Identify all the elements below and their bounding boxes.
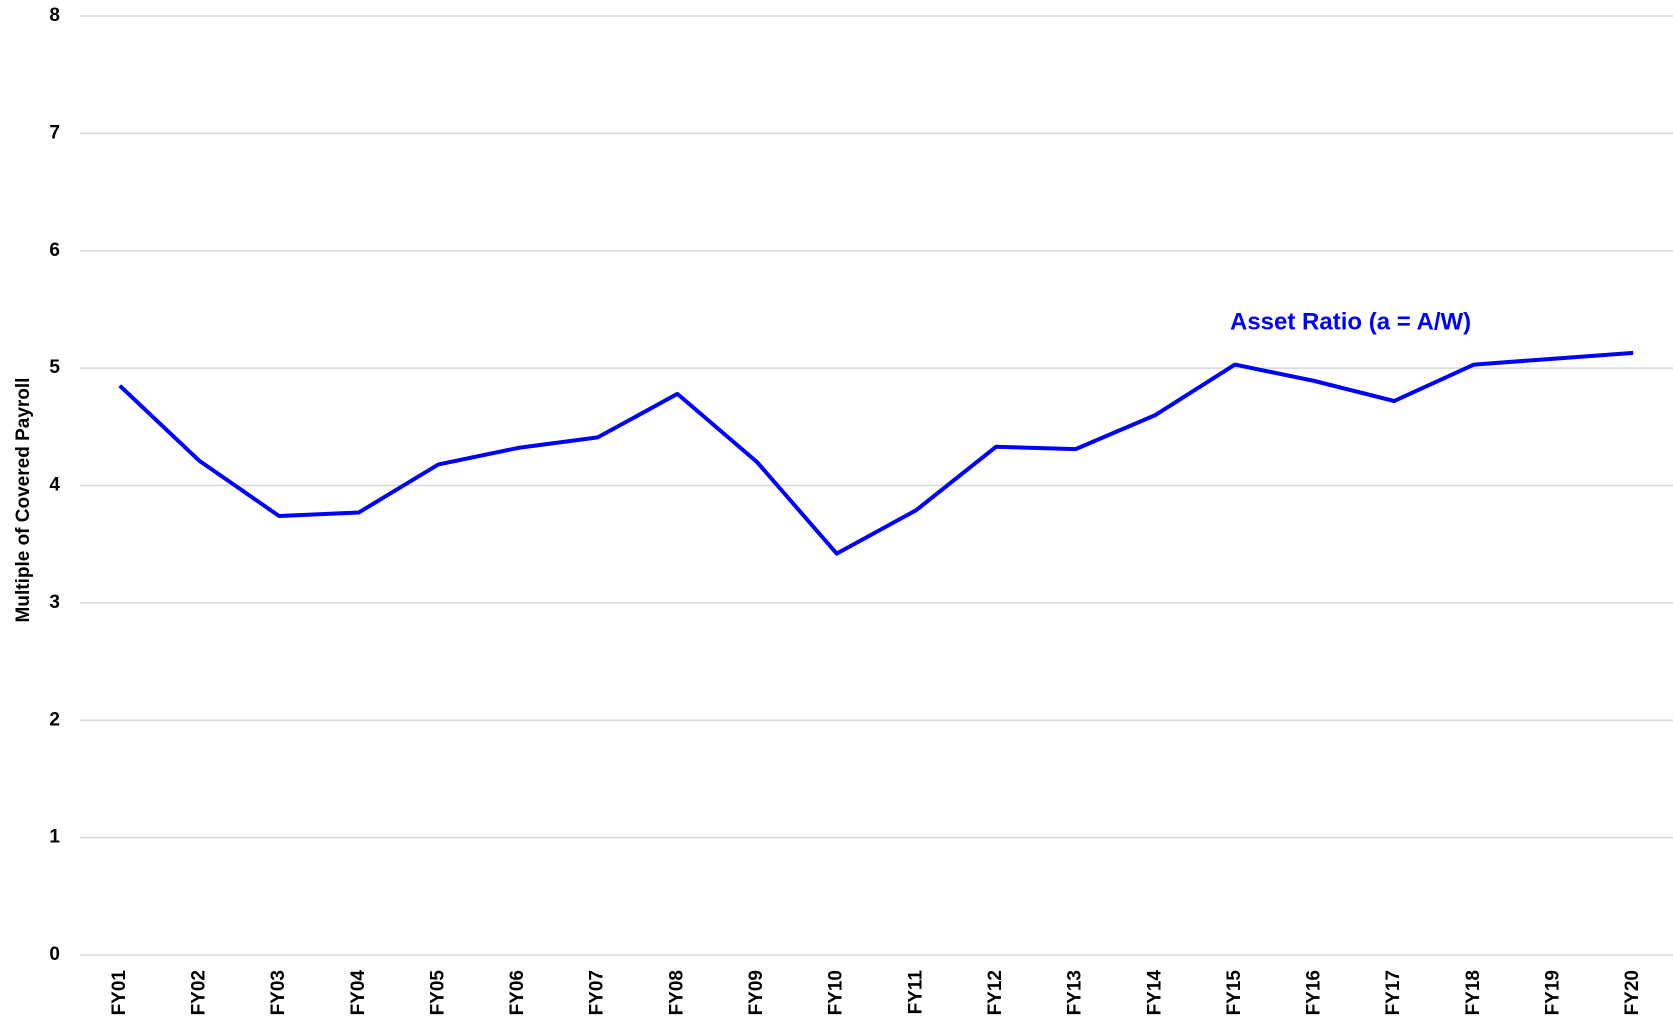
x-tick-label: FY03 — [268, 970, 289, 1015]
y-tick-label: 6 — [49, 240, 60, 261]
y-tick-label: 1 — [49, 827, 60, 848]
line-series — [118, 350, 1634, 556]
x-tick-label: FY11 — [905, 970, 926, 1015]
x-tick-label: FY17 — [1383, 970, 1404, 1015]
x-tick-label: FY10 — [826, 970, 847, 1015]
y-tick-label: 8 — [49, 5, 60, 26]
x-tick-label: FY06 — [507, 970, 528, 1015]
x-tick-label: FY15 — [1224, 970, 1245, 1016]
x-tick-label: FY12 — [985, 970, 1006, 1015]
y-tick-label: 0 — [49, 944, 60, 965]
x-tick-label: FY05 — [427, 970, 448, 1016]
x-tick-label: FY09 — [746, 970, 767, 1015]
y-tick-label: 5 — [49, 357, 60, 378]
y-tick-label: 2 — [49, 709, 60, 730]
x-tick-label: FY14 — [1144, 970, 1165, 1016]
x-tick-label: FY19 — [1543, 970, 1564, 1015]
series-label: Asset Ratio (a = A/W) — [1230, 308, 1471, 335]
y-tick-label: 4 — [49, 475, 60, 496]
x-tick-label: FY16 — [1304, 970, 1325, 1015]
x-tick-label: FY07 — [587, 970, 608, 1015]
y-axis-label: Multiple of Covered Payroll — [13, 378, 34, 623]
y-tick-label: 7 — [49, 122, 60, 143]
x-tick-label: FY13 — [1065, 970, 1086, 1015]
y-tick-label: 3 — [49, 592, 60, 613]
x-tick-label: FY01 — [109, 970, 130, 1016]
x-tick-label: FY18 — [1463, 970, 1484, 1015]
x-tick-label: FY04 — [348, 970, 369, 1016]
x-tick-label: FY02 — [188, 970, 209, 1015]
x-tick-label: FY08 — [666, 970, 687, 1015]
x-tick-label: FY20 — [1622, 970, 1643, 1015]
